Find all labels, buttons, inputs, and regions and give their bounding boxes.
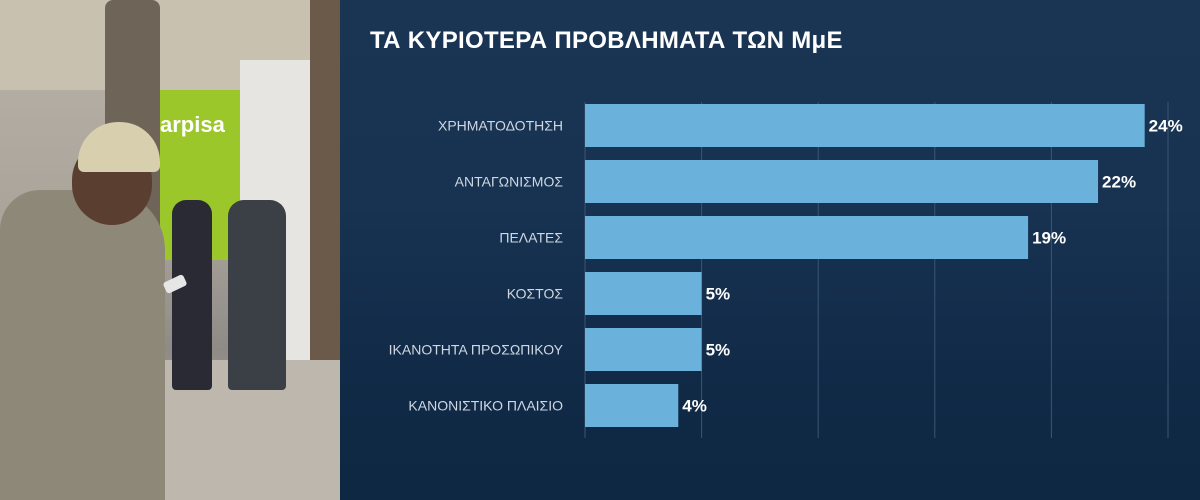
shop-display bbox=[310, 0, 340, 380]
value-label: 5% bbox=[706, 285, 731, 304]
bar bbox=[585, 104, 1145, 147]
value-label: 19% bbox=[1032, 229, 1066, 248]
value-label: 22% bbox=[1102, 173, 1136, 192]
category-label: ΚΑΝΟΝΙΣΤΙΚΟ ΠΛΑΙΣΙΟ bbox=[408, 398, 563, 414]
category-label: ΠΕΛΑΤΕΣ bbox=[499, 230, 563, 246]
bar bbox=[585, 272, 702, 315]
value-label: 24% bbox=[1149, 117, 1183, 136]
bar bbox=[585, 328, 702, 371]
category-label: ΧΡΗΜΑΤΟΔΟΤΗΣΗ bbox=[438, 118, 563, 134]
bar bbox=[585, 216, 1029, 259]
value-label: 4% bbox=[682, 397, 707, 416]
shop-sign-text: arpisa bbox=[160, 112, 225, 137]
pedestrian-icon bbox=[172, 200, 212, 390]
bar bbox=[585, 384, 679, 427]
street-photo: arpisa bbox=[0, 0, 340, 500]
bar-chart: ΧΡΗΜΑΤΟΔΟΤΗΣΗ 24% ΑΝΤΑΓΩΝΙΣΜΟΣ 22% ΠΕΛΑΤΕΣ 19… bbox=[389, 102, 1183, 438]
category-label: ΚΟΣΤΟΣ bbox=[507, 286, 564, 302]
value-label: 5% bbox=[706, 341, 731, 360]
chart-title: ΤΑ ΚΥΡΙΟΤΕΡΑ ΠΡΟΒΛΗΜΑΤΑ ΤΩΝ ΜμΕ bbox=[370, 27, 843, 54]
person-body-icon bbox=[0, 190, 165, 500]
chart-panel: ΤΑ ΚΥΡΙΟΤΕΡΑ ΠΡΟΒΛΗΜΑΤΑ ΤΩΝ ΜμΕ ΧΡΗΜΑΤΟΔ… bbox=[340, 0, 1200, 500]
bar bbox=[585, 160, 1099, 203]
pedestrian-icon bbox=[228, 200, 286, 390]
category-label: ΑΝΤΑΓΩΝΙΣΜΟΣ bbox=[455, 174, 564, 190]
category-label: ΙΚΑΝΟΤΗΤΑ ΠΡΟΣΩΠΙΚΟΥ bbox=[389, 342, 564, 358]
